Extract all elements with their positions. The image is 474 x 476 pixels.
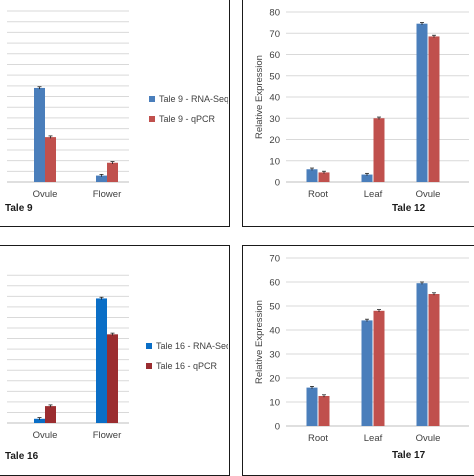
panel-title: Tale 12 [392, 203, 426, 214]
legend-label: Tale 16 - qPCR [156, 361, 218, 371]
y-tick-label: 0 [275, 178, 280, 189]
y-axis-label: Relative Expression [254, 55, 265, 139]
y-axis-label: Relative Expression [254, 300, 265, 384]
bar-flower-series-1 [96, 175, 107, 182]
bar-ovule-series-2 [428, 294, 440, 426]
bar-root-series-2 [318, 396, 330, 426]
y-tick-label: 40 [269, 326, 280, 337]
x-tick-label: Ovule [416, 433, 441, 444]
bar-ovule-series-1 [34, 418, 45, 423]
chart-tale16: Ovule Flower Tale 16 - RNA-Seq Tale 16 - qP… [5, 274, 228, 462]
panel-title: Tale 9 [5, 203, 33, 214]
x-tick-label: Ovule [33, 430, 58, 441]
bar-ovule-series-2 [45, 137, 56, 182]
x-tick-label: Root [308, 189, 328, 200]
chart-tale17: 0 10 20 30 40 50 60 70 Relative Expression Root Le… [254, 254, 469, 461]
bar-root-series-1 [306, 387, 318, 426]
x-tick-label: Root [308, 433, 328, 444]
y-tick-label: 60 [269, 50, 280, 61]
bar-flower-series-2 [107, 334, 118, 423]
legend-swatch [146, 343, 152, 349]
panel-title: Tale 16 [5, 451, 39, 462]
bar-root-series-1 [306, 169, 318, 182]
panel-tale12: 0 10 20 30 40 50 60 70 80 Relative Expression Root… [242, 0, 474, 227]
panel-tale9: Ovule Flower Tale 9 - RNA-Seq Tale 9 - qPCR… [0, 0, 230, 227]
x-tick-label: Flower [93, 430, 122, 441]
y-tick-label: 60 [269, 278, 280, 289]
x-tick-label: Ovule [416, 189, 441, 200]
y-tick-label: 50 [269, 71, 280, 82]
y-tick-label: 20 [269, 374, 280, 385]
y-tick-label: 80 [269, 8, 280, 19]
legend-swatch [146, 363, 152, 369]
bar-leaf-series-2 [373, 310, 385, 426]
bar-flower-series-1 [96, 298, 107, 423]
legend-label: Tale 16 - RNA-Seq [156, 341, 228, 351]
x-tick-label: Leaf [364, 433, 383, 444]
y-tick-label: 70 [269, 254, 280, 265]
bar-ovule-series-1 [416, 23, 428, 182]
bar-flower-series-2 [107, 162, 118, 182]
y-tick-label: 0 [275, 422, 280, 433]
y-tick-label: 50 [269, 302, 280, 313]
panel-tale17: 0 10 20 30 40 50 60 70 Relative Expression Root Le… [242, 245, 474, 476]
y-tick-label: 30 [269, 114, 280, 125]
chart-tale12: 0 10 20 30 40 50 60 70 80 Relative Expression Root… [254, 8, 469, 214]
gridlines [7, 10, 129, 172]
bar-leaf-series-1 [361, 174, 373, 182]
x-tick-label: Ovule [33, 189, 58, 200]
y-tick-label: 10 [269, 398, 280, 409]
bar-ovule-series-1 [416, 283, 428, 426]
y-tick-label: 10 [269, 156, 280, 167]
y-tick-label: 70 [269, 29, 280, 40]
legend-label: Tale 9 - qPCR [159, 114, 216, 124]
y-tick-label: 30 [269, 350, 280, 361]
x-tick-label: Flower [93, 189, 122, 200]
x-tick-label: Leaf [364, 189, 383, 200]
y-tick-label: 20 [269, 135, 280, 146]
bar-leaf-series-2 [373, 118, 385, 182]
legend-swatch [149, 96, 155, 102]
bar-leaf-series-1 [361, 320, 373, 426]
y-tick-label: 40 [269, 93, 280, 104]
bar-ovule-series-2 [45, 406, 56, 423]
legend-label: Tale 9 - RNA-Seq [159, 94, 228, 104]
legend-swatch [149, 116, 155, 122]
bar-ovule-series-2 [428, 36, 440, 182]
bar-root-series-2 [318, 172, 330, 182]
chart-tale9: Ovule Flower Tale 9 - RNA-Seq Tale 9 - qPCR… [5, 10, 228, 214]
bar-ovule-series-1 [34, 87, 45, 182]
panel-title: Tale 17 [392, 450, 426, 461]
panel-tale16: Ovule Flower Tale 16 - RNA-Seq Tale 16 - qP… [0, 245, 230, 476]
